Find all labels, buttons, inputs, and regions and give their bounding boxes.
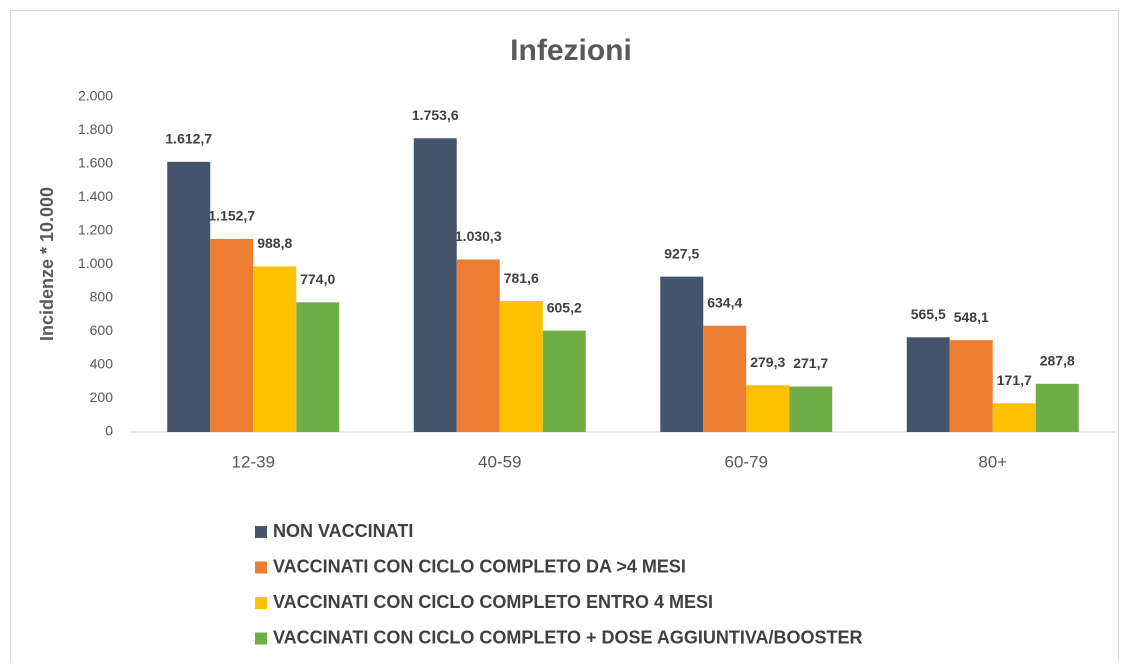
data-label: 271,7 bbox=[793, 355, 828, 371]
bar bbox=[456, 259, 500, 432]
data-label: 774,0 bbox=[300, 271, 335, 287]
bar bbox=[167, 161, 211, 433]
y-tick-label: 1.600 bbox=[78, 155, 113, 171]
bar bbox=[1035, 383, 1079, 432]
legend-label: VACCINATI CON CICLO COMPLETO + DOSE AGGI… bbox=[273, 627, 863, 647]
y-tick-label: 0 bbox=[105, 423, 113, 439]
y-tick-label: 1.800 bbox=[78, 121, 113, 137]
legend-label: NON VACCINATI bbox=[273, 521, 413, 541]
data-label: 605,2 bbox=[547, 299, 582, 315]
legend-swatch bbox=[255, 526, 267, 538]
bar bbox=[703, 325, 747, 432]
y-tick-label: 600 bbox=[90, 322, 114, 338]
bar bbox=[253, 266, 297, 432]
legend-swatch bbox=[255, 632, 267, 645]
y-tick-label: 200 bbox=[90, 389, 114, 405]
bar bbox=[542, 330, 586, 432]
chart-title: Infezioni bbox=[510, 34, 632, 67]
legend-label: VACCINATI CON CICLO COMPLETO ENTRO 4 MES… bbox=[273, 592, 713, 612]
bar bbox=[992, 403, 1036, 432]
data-label: 1.612,7 bbox=[165, 131, 212, 147]
bar bbox=[660, 276, 704, 432]
y-tick-label: 2.000 bbox=[78, 88, 113, 104]
y-tick-label: 400 bbox=[90, 356, 114, 372]
bar bbox=[949, 340, 993, 432]
x-tick-label: 40-59 bbox=[478, 452, 521, 471]
y-tick-label: 1.400 bbox=[78, 188, 113, 204]
x-tick-label: 80+ bbox=[978, 452, 1007, 471]
bar bbox=[413, 138, 457, 432]
data-label: 548,1 bbox=[954, 309, 989, 325]
data-label: 565,5 bbox=[911, 306, 946, 322]
legend-swatch bbox=[255, 597, 267, 609]
bar bbox=[210, 238, 254, 432]
data-label: 781,6 bbox=[504, 270, 539, 286]
data-label: 279,3 bbox=[750, 354, 785, 370]
bar bbox=[906, 337, 950, 432]
bar bbox=[296, 302, 340, 432]
legend-label: VACCINATI CON CICLO COMPLETO DA >4 MESI bbox=[273, 556, 686, 576]
y-tick-label: 800 bbox=[90, 289, 114, 305]
bar bbox=[499, 301, 543, 432]
data-label: 1.152,7 bbox=[208, 208, 255, 224]
data-label: 1.030,3 bbox=[455, 228, 502, 244]
bar bbox=[789, 386, 833, 432]
data-label: 171,7 bbox=[997, 372, 1032, 388]
x-tick-label: 60-79 bbox=[725, 452, 768, 471]
y-tick-label: 1.200 bbox=[78, 222, 113, 238]
legend-swatch bbox=[255, 561, 267, 574]
data-label: 287,8 bbox=[1040, 352, 1075, 368]
data-label: 988,8 bbox=[257, 235, 292, 251]
data-label: 927,5 bbox=[664, 245, 699, 261]
y-axis-label: Incidenze * 10.000 bbox=[37, 187, 57, 341]
data-label: 634,4 bbox=[707, 294, 742, 310]
bar bbox=[746, 385, 790, 432]
y-tick-label: 1.000 bbox=[78, 255, 113, 271]
data-label: 1.753,6 bbox=[412, 107, 459, 123]
x-tick-label: 12-39 bbox=[232, 452, 275, 471]
